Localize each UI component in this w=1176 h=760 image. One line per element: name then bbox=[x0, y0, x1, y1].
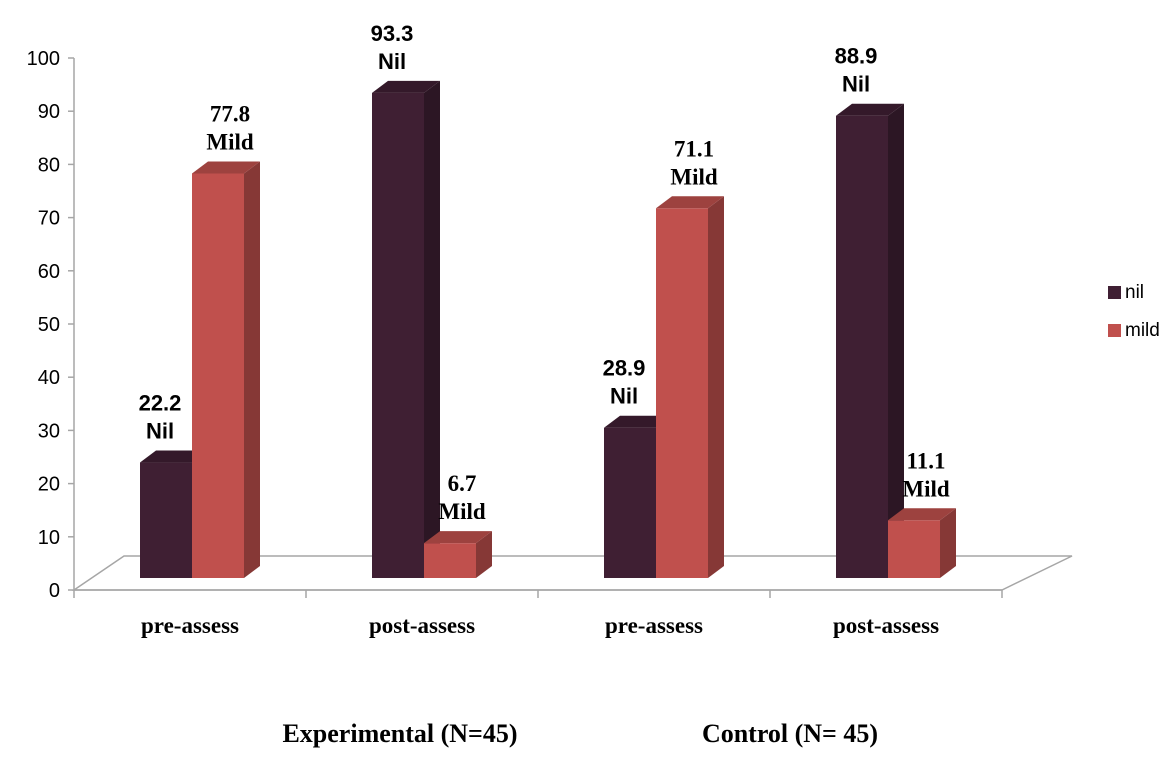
bar-front bbox=[192, 173, 244, 578]
legend-swatch-nil bbox=[1108, 286, 1121, 299]
bar-side bbox=[708, 196, 724, 578]
data-label-value: 77.8 bbox=[210, 101, 250, 126]
legend-label-nil: nil bbox=[1125, 282, 1144, 303]
x-category-label: pre-assess bbox=[605, 613, 703, 638]
y-tick-label: 0 bbox=[49, 580, 60, 602]
group-label: Experimental (N=45) bbox=[282, 719, 517, 748]
data-label-value: 93.3 bbox=[371, 21, 414, 46]
bar-side bbox=[888, 103, 904, 578]
bar-mild-2 bbox=[656, 196, 724, 578]
bar-front bbox=[424, 543, 476, 578]
bar-mild-0 bbox=[192, 161, 260, 578]
y-tick-label: 30 bbox=[38, 420, 60, 442]
data-label-value: 6.7 bbox=[448, 471, 477, 496]
bar-front bbox=[604, 427, 656, 578]
bar-side bbox=[424, 80, 440, 578]
bar-top bbox=[888, 508, 956, 521]
x-category-label: post-assess bbox=[833, 613, 939, 638]
data-label-value: 22.2 bbox=[139, 391, 182, 416]
y-tick-label: 70 bbox=[38, 208, 60, 230]
bar-top bbox=[372, 80, 440, 93]
y-tick-label: 20 bbox=[38, 474, 60, 496]
legend-label-mild: mild bbox=[1125, 320, 1160, 341]
data-label-name: Mild bbox=[438, 499, 485, 524]
legend-swatch-mild bbox=[1108, 324, 1121, 337]
y-tick-label: 90 bbox=[38, 101, 60, 123]
x-category-label: pre-assess bbox=[141, 613, 239, 638]
bar-nil-1 bbox=[372, 80, 440, 578]
data-label-value: 28.9 bbox=[603, 356, 646, 381]
data-label-name: Mild bbox=[902, 476, 949, 501]
bar-front bbox=[140, 462, 192, 578]
data-label-name: Mild bbox=[670, 164, 717, 189]
y-tick-label: 100 bbox=[27, 48, 60, 70]
bars bbox=[140, 80, 956, 578]
data-label-value: 88.9 bbox=[835, 44, 878, 69]
y-tick-label: 50 bbox=[38, 314, 60, 336]
bar-side bbox=[940, 508, 956, 578]
legend: nil mild bbox=[1108, 282, 1160, 341]
bar-side bbox=[244, 161, 260, 578]
data-label-value: 71.1 bbox=[674, 136, 714, 161]
bar-top bbox=[192, 161, 260, 174]
y-tick-label: 40 bbox=[38, 367, 60, 389]
data-labels: 22.2 Nil 77.8 Mild 93.3 Nil 6.7 Mild 28.9 Nil 71.1… bbox=[139, 21, 950, 524]
y-tick-label: 60 bbox=[38, 261, 60, 283]
data-label-name: Mild bbox=[206, 129, 253, 154]
data-label-name: Nil bbox=[146, 419, 174, 444]
bar-front bbox=[372, 92, 424, 578]
bar-mild-1 bbox=[424, 531, 492, 578]
x-category-label: post-assess bbox=[369, 613, 475, 638]
bar-front bbox=[656, 208, 708, 578]
data-label-name: Nil bbox=[610, 384, 638, 409]
bar-top bbox=[424, 531, 492, 544]
group-label: Control (N= 45) bbox=[702, 719, 878, 748]
data-label-name: Nil bbox=[378, 49, 406, 74]
data-label-value: 11.1 bbox=[907, 448, 946, 473]
bar-mild-3 bbox=[888, 508, 956, 578]
group-labels: Experimental (N=45) Control (N= 45) bbox=[282, 719, 878, 748]
y-tick-label: 80 bbox=[38, 154, 60, 176]
bar-top bbox=[604, 415, 672, 428]
bar-top bbox=[836, 103, 904, 116]
bar-nil-3 bbox=[836, 103, 904, 578]
bar-top bbox=[656, 196, 724, 209]
axes: 0 10 20 30 40 50 60 70 80 90 100 pre-assess post-ass… bbox=[27, 48, 1003, 638]
bar-front bbox=[836, 115, 888, 578]
bar-front bbox=[888, 520, 940, 578]
bar-top bbox=[140, 450, 208, 463]
y-tick-label: 10 bbox=[38, 527, 60, 549]
bar-side bbox=[476, 531, 492, 578]
data-label-name: Nil bbox=[842, 72, 870, 97]
